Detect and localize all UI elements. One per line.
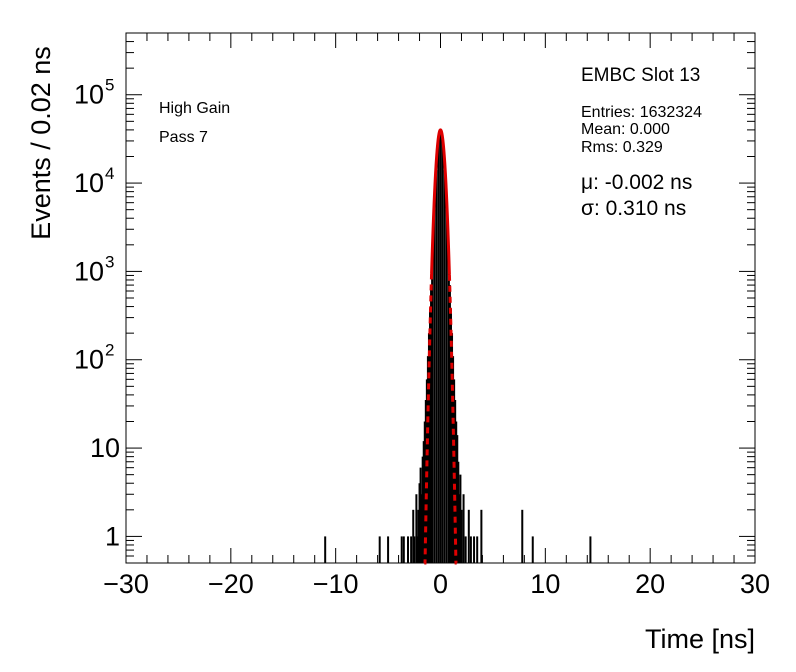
y-tick-exponent: 3 <box>105 252 114 271</box>
x-tick-label: 30 <box>740 569 770 599</box>
x-tick-label: 10 <box>530 569 560 599</box>
fit-dashed-segment <box>423 273 434 565</box>
histogram-bars <box>324 129 592 563</box>
fit-dashed-segment <box>447 274 458 565</box>
x-tick-label: −10 <box>313 569 359 599</box>
fit-sigma: σ: 0.310 ns <box>581 197 686 220</box>
x-tick-label: −30 <box>103 569 149 599</box>
stats-mean: Mean: 0.000 <box>581 121 670 138</box>
y-tick-label: 10 <box>74 256 104 286</box>
fit-mu: μ: -0.002 ns <box>581 171 692 194</box>
y-tick-label: 10 <box>74 168 104 198</box>
x-tick-label: −20 <box>208 569 254 599</box>
y-tick-exponent: 2 <box>105 341 114 360</box>
gain-label: High Gain <box>159 100 230 117</box>
x-tick-labels: −30 −20 −10 0 10 20 30 <box>103 569 770 599</box>
y-tick-exponent: 5 <box>105 76 114 95</box>
axis-ticks <box>125 32 756 564</box>
y-tick-exponent: 4 <box>105 164 114 183</box>
stats-title: EMBC Slot 13 <box>581 65 700 86</box>
x-tick-label: 20 <box>635 569 665 599</box>
gaussian-fit-curve <box>430 128 451 275</box>
y-tick-label: 10 <box>74 345 104 375</box>
y-tick-label: 1 <box>105 521 120 551</box>
stats-rms: Rms: 0.329 <box>581 139 663 156</box>
y-axis-title: Events / 0.02 ns <box>26 46 56 240</box>
x-tick-label: 0 <box>433 569 448 599</box>
y-tick-label: 10 <box>74 80 104 110</box>
gaussian-fit-extrapolation <box>423 273 458 565</box>
x-axis-title: Time [ns] <box>645 624 755 654</box>
stats-entries: Entries: 1632324 <box>581 104 702 121</box>
pass-label: Pass 7 <box>159 129 208 146</box>
y-tick-label: 10 <box>90 433 120 463</box>
